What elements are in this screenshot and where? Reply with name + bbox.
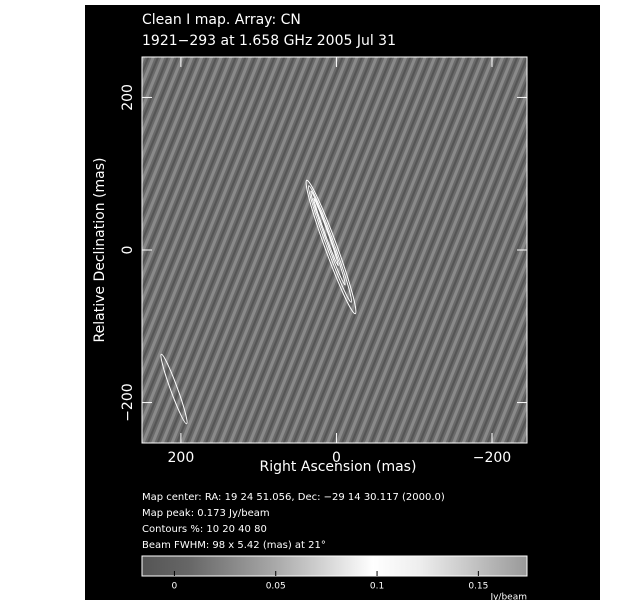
x-tick-label: −200 — [473, 450, 511, 466]
contour — [307, 185, 353, 303]
contour — [310, 190, 346, 286]
colorbar-tick-label: 0.1 — [370, 582, 384, 592]
note: Map center: RA: 19 24 51.056, Dec: −29 1… — [142, 492, 445, 503]
note: Contours %: 10 20 40 80 — [142, 524, 267, 535]
contour — [313, 197, 339, 267]
note: Beam FWHM: 98 x 5.42 (mas) at 21° — [142, 540, 326, 551]
contour — [305, 179, 357, 315]
colorbar — [141, 555, 528, 577]
x-tick-label: 0 — [332, 450, 341, 466]
x-tick-label: 200 — [168, 450, 195, 466]
chart-subtitle: 1921−293 at 1.658 GHz 2005 Jul 31 — [142, 33, 396, 49]
chart-title: Clean I map. Array: CN — [142, 12, 301, 28]
y-axis-label: Relative Declination (mas) — [92, 158, 108, 343]
colorbar-tick-label: 0.15 — [468, 582, 488, 592]
note: Map peak: 0.173 Jy/beam — [142, 508, 270, 519]
y-tick-label: 0 — [120, 246, 136, 255]
contour — [160, 353, 188, 425]
x-axis-label: Right Ascension (mas) — [260, 459, 417, 475]
y-tick-label: 200 — [120, 84, 136, 111]
y-tick-label: −200 — [120, 383, 136, 421]
colorbar-tick-label: 0 — [172, 582, 178, 592]
contours — [160, 179, 357, 425]
colorbar-label: Jy/beam — [489, 593, 527, 603]
colorbar-tick-label: 0.05 — [266, 582, 286, 592]
